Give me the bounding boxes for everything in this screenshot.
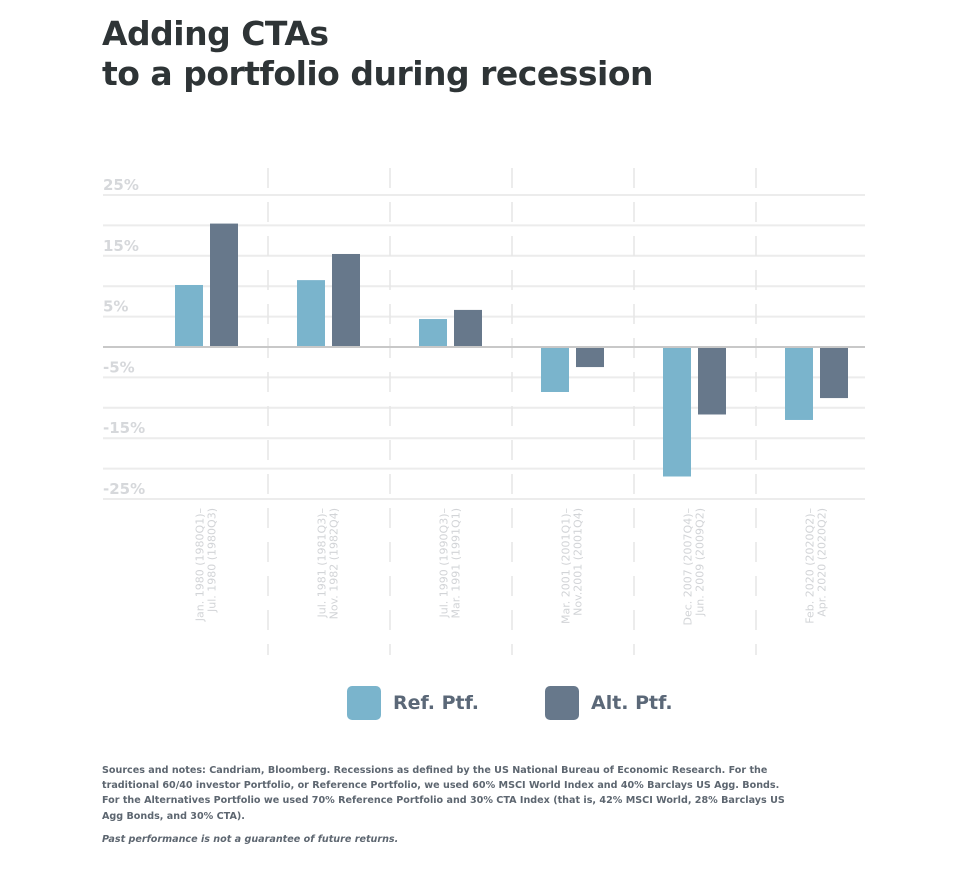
legend: Ref. Ptf. Alt. Ptf. [347, 686, 743, 720]
x-tick-label: Jan. 1980 (1980Q1)– Jul. 1980 (1980Q3) [194, 508, 219, 622]
sources-notes: Sources and notes: Candriam, Bloomberg. … [102, 765, 785, 822]
x-tick-label-line: Feb. 2020 (2020Q2)– [804, 508, 817, 624]
y-tick-label: 15% [103, 237, 139, 255]
x-tick-label: Jul. 1990 (1990Q3)– Mar. 1991 (1991Q1) [438, 508, 463, 619]
x-tick-label: Jul. 1981 (1981Q3)– Nov. 1982 (1982Q4) [316, 508, 341, 619]
bar-ref [663, 347, 691, 477]
bar-ref [541, 347, 569, 392]
chart-title: Adding CTAs to a portfolio during recess… [102, 14, 654, 94]
legend-label-alt: Alt. Ptf. [591, 692, 673, 714]
legend-item-alt: Alt. Ptf. [545, 686, 695, 720]
x-tick-label-line: Mar. 2001 (2001Q1)– [560, 508, 573, 624]
category-dividers [267, 168, 757, 655]
x-tick-label-line: Nov. 1982 (1982Q4) [328, 508, 341, 619]
bar-ref [419, 319, 447, 347]
bar-ref [297, 280, 325, 347]
title-line-2: to a portfolio during recession [102, 54, 654, 93]
bar-alt [698, 347, 726, 415]
x-tick-label-line: Mar. 1991 (1991Q1) [450, 508, 463, 618]
x-tick-label-line: Apr. 2020 (2020Q2) [816, 508, 829, 617]
y-tick-label: 5% [103, 298, 128, 316]
x-tick-label: Dec. 2007 (2007Q4)– Jun. 2009 (2009Q2) [682, 508, 707, 626]
y-tick-label: -5% [103, 358, 135, 376]
x-tick-label: Feb. 2020 (2020Q2)– Apr. 2020 (2020Q2) [804, 508, 829, 624]
x-tick-label-line: Jun. 2009 (2009Q2) [694, 508, 707, 617]
x-tick-label-line: Dec. 2007 (2007Q4)– [682, 508, 695, 626]
x-tick-label-line: Jul. 1980 (1980Q3) [206, 508, 219, 613]
legend-swatch-ref [347, 686, 381, 720]
y-axis-ticks: 25% 15% 5% -5% -15% -25% [103, 176, 145, 498]
bar-chart: 25%15%5%-5%-15%-25% Jan. 1980 (1980Q1)– J… [103, 168, 865, 655]
legend-label-ref: Ref. Ptf. [393, 692, 480, 714]
title-line-1: Adding CTAs [102, 14, 329, 53]
x-tick-label: Mar. 2001 (2001Q1)– Nov.2001 (2001Q4) [560, 508, 585, 624]
bar-alt [332, 253, 360, 347]
x-tick-label-line: Jan. 1980 (1980Q1)– [194, 508, 207, 622]
x-axis-labels: Jan. 1980 (1980Q1)– Jul. 1980 (1980Q3) Jul… [194, 508, 829, 626]
legend-swatch-alt [545, 686, 579, 720]
y-tick-label: -25% [103, 480, 145, 498]
bar-ref [175, 284, 203, 347]
bar-alt [454, 309, 482, 347]
y-tick-label: 25% [103, 176, 139, 194]
x-tick-label-line: Jul. 1990 (1990Q3)– [438, 508, 451, 619]
bar-alt [820, 347, 848, 399]
bar-alt [576, 347, 604, 368]
bar-alt [210, 223, 238, 347]
legend-item-ref: Ref. Ptf. [347, 686, 497, 720]
bars [175, 223, 848, 477]
y-tick-label: -15% [103, 419, 145, 437]
disclaimer: Past performance is not a guarantee of f… [102, 834, 399, 845]
x-tick-label-line: Jul. 1981 (1981Q3)– [316, 508, 329, 619]
x-tick-label-line: Nov.2001 (2001Q4) [572, 508, 585, 616]
bar-ref [785, 347, 813, 420]
